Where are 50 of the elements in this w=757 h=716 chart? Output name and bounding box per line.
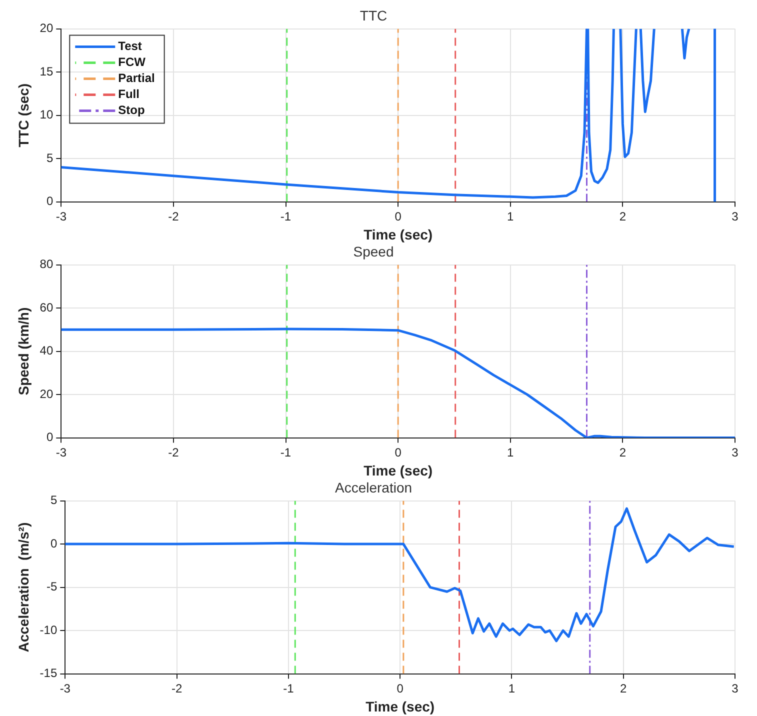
y-axis-title: TTC (sec) — [15, 83, 32, 148]
chart-title: Acceleration — [334, 479, 412, 496]
x-tick-label: 0 — [394, 209, 402, 224]
y-axis-title: Acceleration (m/s²) — [15, 522, 32, 652]
x-tick-label: 0 — [396, 681, 404, 696]
x-tick-label: 1 — [508, 681, 516, 696]
chart-title: Speed — [353, 243, 394, 260]
legend-label: FCW — [118, 55, 146, 70]
x-tick-label: -3 — [60, 681, 71, 696]
x-tick-label: -2 — [168, 445, 180, 460]
x-tick-label: 3 — [732, 681, 739, 696]
x-tick-label: -1 — [280, 445, 292, 460]
y-tick-label: 0 — [46, 194, 54, 208]
y-axis-title: Speed (km/h) — [15, 307, 32, 396]
x-tick-label: -1 — [283, 681, 294, 696]
x-tick-label: 3 — [732, 209, 739, 224]
x-tick-label: 2 — [620, 681, 628, 696]
x-tick-label: -3 — [56, 445, 67, 460]
y-tick-label: 0 — [50, 536, 58, 550]
y-tick-label: 5 — [46, 150, 54, 165]
y-tick-label: 40 — [40, 344, 54, 358]
x-axis-title: Time (sec) — [366, 698, 435, 714]
y-tick-label: -15 — [40, 666, 58, 680]
legend-label: Stop — [118, 103, 145, 118]
x-tick-label: 1 — [507, 445, 514, 460]
y-tick-label: 20 — [40, 21, 54, 36]
y-tick-label: -10 — [40, 622, 58, 637]
y-tick-label: 5 — [50, 493, 58, 508]
legend-label: Test — [118, 39, 142, 54]
y-tick-label: -5 — [46, 580, 58, 594]
legend-label: Full — [118, 87, 140, 102]
x-axis-title: Time (sec) — [364, 462, 433, 478]
x-tick-label: -3 — [56, 209, 67, 224]
x-tick-label: -1 — [280, 209, 292, 224]
x-axis-title: Time (sec) — [364, 226, 433, 242]
y-tick-label: 15 — [40, 64, 54, 78]
chart-title: TTC — [360, 7, 388, 24]
x-tick-label: 1 — [507, 209, 514, 224]
legend-label: Partial — [118, 71, 155, 86]
y-tick-label: 10 — [40, 108, 54, 122]
x-tick-label: -2 — [168, 209, 180, 224]
x-tick-label: 2 — [619, 445, 626, 460]
x-tick-label: 3 — [732, 445, 739, 460]
y-tick-label: 60 — [40, 300, 54, 314]
x-tick-label: -2 — [171, 681, 182, 696]
y-tick-label: 80 — [40, 257, 54, 272]
x-tick-label: 0 — [394, 445, 402, 460]
y-tick-label: 0 — [46, 430, 54, 444]
x-tick-label: 2 — [619, 209, 626, 224]
y-tick-label: 20 — [40, 386, 54, 401]
